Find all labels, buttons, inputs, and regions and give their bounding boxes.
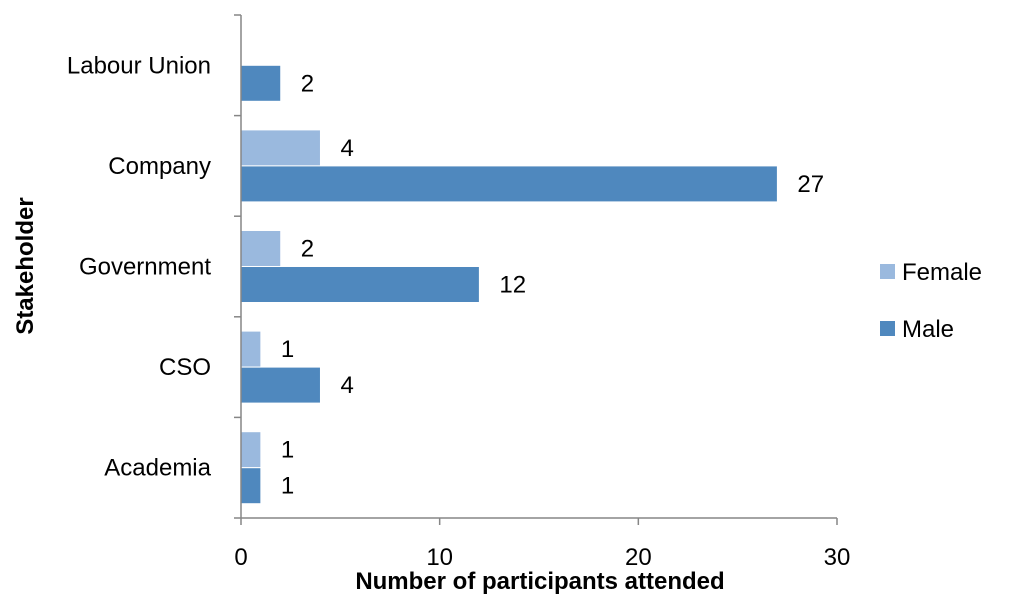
x-tick-label: 30 — [824, 544, 851, 571]
category-label: Government — [79, 254, 211, 281]
x-tick-label: 20 — [625, 544, 652, 571]
x-axis-title: Number of participants attended — [355, 568, 724, 595]
category-label: Labour Union — [67, 52, 211, 79]
data-label: 1 — [281, 473, 294, 500]
x-tick-label: 0 — [234, 544, 247, 571]
bar-male — [240, 266, 480, 303]
bar-male — [240, 64, 282, 102]
y-ticks-group — [234, 14, 241, 519]
x-tick-label: 10 — [426, 544, 453, 571]
data-label: 1 — [281, 437, 294, 464]
bar-female — [240, 230, 282, 267]
data-label: 4 — [340, 372, 353, 399]
bar-male — [240, 467, 262, 505]
y-axis-title: Stakeholder — [12, 197, 39, 334]
data-label: 27 — [797, 171, 824, 198]
legend: Female Male — [880, 259, 982, 343]
data-label: 4 — [340, 135, 353, 162]
legend-label-female: Female — [902, 259, 982, 286]
bar-female — [240, 129, 321, 167]
category-label: CSO — [159, 354, 211, 381]
category-label: Company — [108, 153, 211, 180]
category-label: Academia — [104, 455, 211, 482]
category-labels-group: Academia CSO Government Company Labour Union — [67, 52, 212, 481]
bar-male — [240, 165, 778, 203]
legend-label-male: Male — [902, 316, 954, 343]
legend-swatch-male — [880, 321, 895, 336]
x-ticks-group: 0 10 20 30 — [234, 518, 850, 571]
bar-male — [240, 366, 321, 404]
data-label: 12 — [499, 272, 526, 299]
data-label: 2 — [301, 236, 314, 263]
bar-female — [240, 330, 262, 368]
data-label: 1 — [281, 336, 294, 363]
data-labels-group: 1 1 1 4 2 12 4 27 2 — [281, 70, 824, 499]
legend-swatch-female — [880, 264, 895, 279]
data-label: 2 — [301, 70, 314, 97]
bars-group — [240, 64, 778, 505]
bar-female — [240, 431, 262, 469]
